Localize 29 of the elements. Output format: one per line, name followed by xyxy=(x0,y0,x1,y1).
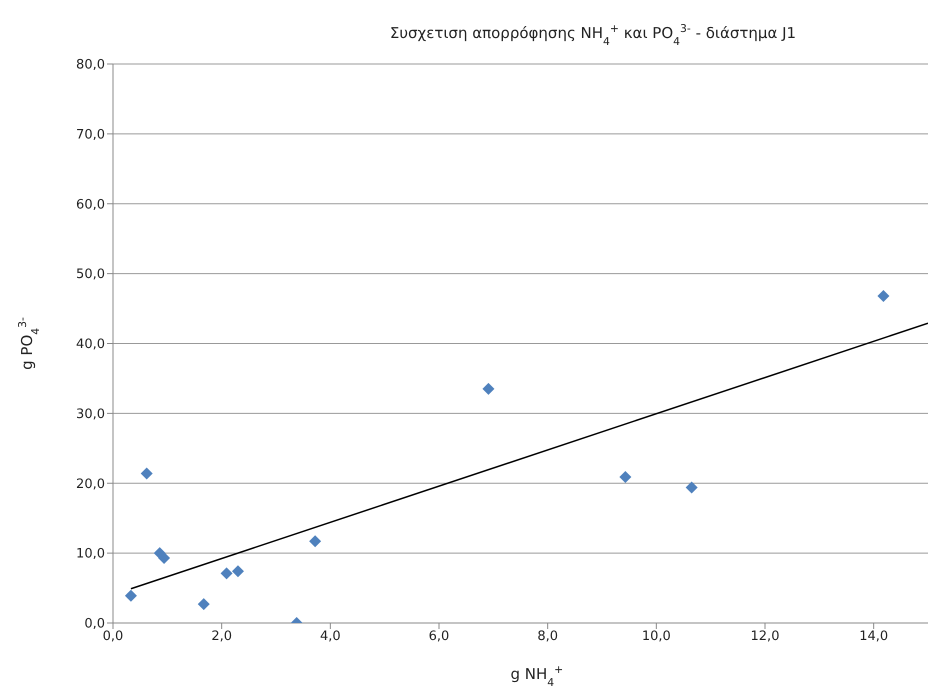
point xyxy=(309,535,322,548)
x-tick-label: 12,0 xyxy=(750,629,780,644)
point xyxy=(619,470,632,483)
x-tick-label: 6,0 xyxy=(428,629,450,644)
x-tick-label: 2,0 xyxy=(211,629,232,644)
point xyxy=(140,467,153,480)
y-tick-label: 30,0 xyxy=(76,406,105,422)
x-tick-label: 8,0 xyxy=(537,629,558,644)
y-tick-label: 0,0 xyxy=(84,616,105,632)
point xyxy=(686,481,698,494)
y-tick-label: 70,0 xyxy=(76,127,105,142)
chart-title: Συσχετιση απορρόφησης NH$_{4}$$^{+}$ και PO$_{4}$$^{3-}$ - διάστημα J1 xyxy=(390,22,796,48)
y-tick-label: 10,0 xyxy=(76,546,105,562)
point xyxy=(220,567,233,580)
y-tick-label: 80,0 xyxy=(76,58,105,73)
point xyxy=(877,290,890,302)
x-tick-label: 4,0 xyxy=(320,629,341,644)
point xyxy=(198,598,210,610)
y-tick-label: 20,0 xyxy=(76,476,105,492)
point xyxy=(158,552,170,564)
point xyxy=(232,565,244,578)
point xyxy=(482,382,494,395)
x-tick-label: 14,0 xyxy=(859,629,888,644)
y-tick-label: 50,0 xyxy=(76,267,105,282)
y-tick-label: 60,0 xyxy=(76,197,105,212)
x-tick-label: 10,0 xyxy=(642,629,671,644)
point xyxy=(124,590,137,602)
y-tick-label: 40,0 xyxy=(76,337,105,352)
x-tick-label: 0,0 xyxy=(102,629,124,644)
